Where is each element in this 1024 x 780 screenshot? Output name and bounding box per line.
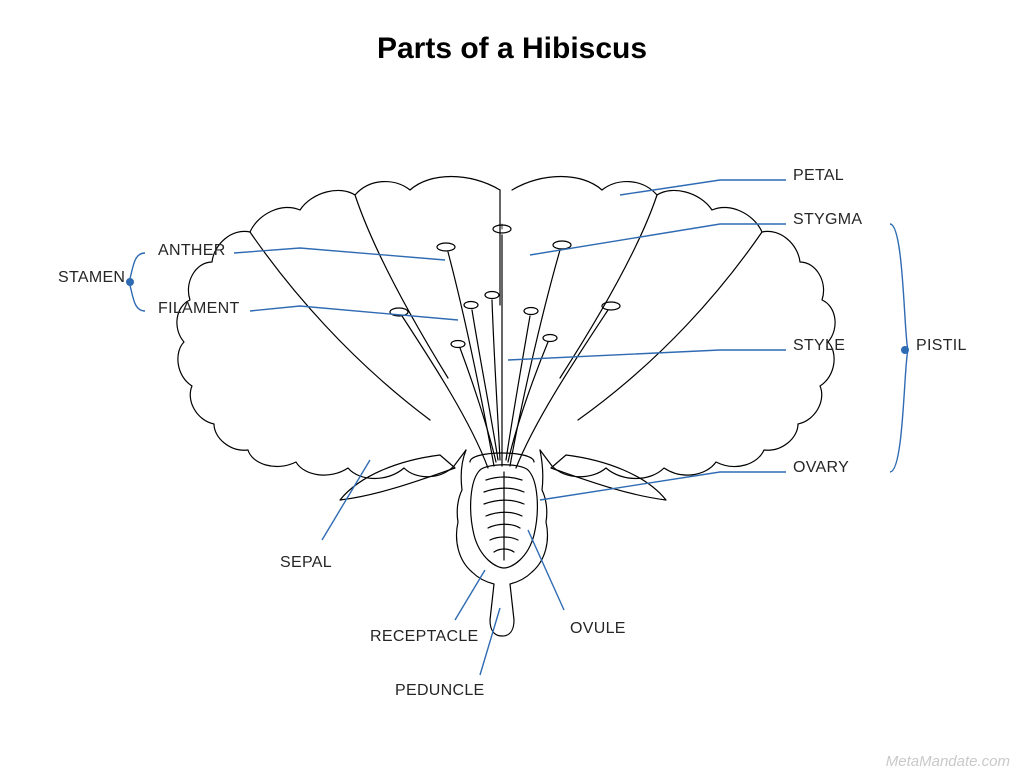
label-anther: ANTHER <box>158 242 226 260</box>
watermark: MetaMandate.com <box>886 753 1010 770</box>
leader-style <box>508 350 786 360</box>
label-style: STYLE <box>793 337 845 355</box>
label-filament: FILAMENT <box>158 300 240 318</box>
leader-receptacle <box>455 570 485 620</box>
flower-outline <box>177 177 835 637</box>
diagram-title: Parts of a Hibiscus <box>0 32 1024 66</box>
label-petal: PETAL <box>793 167 844 185</box>
label-peduncle: PEDUNCLE <box>395 682 485 700</box>
label-stamen: STAMEN <box>58 269 125 287</box>
leader-lines <box>234 180 786 675</box>
diagram-svg <box>0 0 1024 780</box>
label-pistil: PISTIL <box>916 337 967 355</box>
diagram-stage: Parts of a Hibiscus <box>0 0 1024 780</box>
leader-filament <box>250 306 458 320</box>
leader-petal <box>620 180 786 195</box>
label-ovary: OVARY <box>793 459 849 477</box>
label-ovule: OVULE <box>570 620 626 638</box>
label-stygma: STYGMA <box>793 211 862 229</box>
leader-sepal <box>322 460 370 540</box>
label-receptacle: RECEPTACLE <box>370 628 479 646</box>
brackets <box>126 224 909 472</box>
leader-stygma <box>530 224 786 255</box>
label-sepal: SEPAL <box>280 554 332 572</box>
